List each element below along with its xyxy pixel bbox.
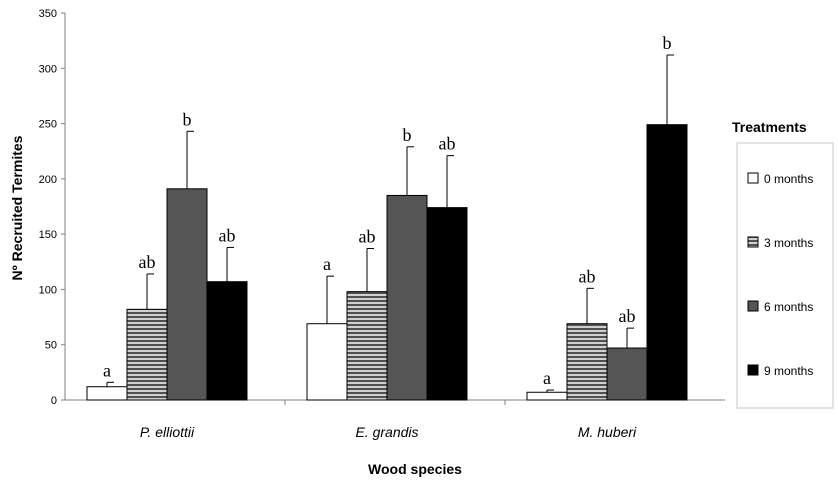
legend-swatch	[747, 364, 759, 376]
bar	[646, 124, 688, 401]
y-tick-label: 250	[39, 119, 57, 131]
x-axis-title: Wood species	[368, 461, 462, 477]
y-axis-title: Nº Recruited Termites	[9, 135, 25, 280]
legend-swatch	[747, 172, 759, 184]
bar	[426, 207, 468, 401]
significance-label: ab	[619, 306, 636, 326]
bar	[306, 323, 348, 401]
legend-swatch	[747, 300, 759, 312]
legend-label: 3 months	[764, 236, 813, 250]
bar	[86, 386, 128, 401]
significance-label: ab	[359, 227, 376, 247]
y-tick-label: 150	[39, 229, 57, 241]
significance-label: b	[403, 125, 412, 145]
y-tick-label: 100	[39, 284, 57, 296]
y-tick-label: 350	[39, 8, 57, 20]
significance-label: ab	[439, 134, 456, 154]
bar	[606, 347, 648, 401]
bars: a ab b ab a ab b ab a ab ab b	[86, 33, 688, 401]
bar	[526, 391, 568, 401]
bar	[126, 308, 168, 401]
legend-swatch	[747, 236, 759, 248]
significance-label: a	[323, 254, 331, 274]
significance-label: ab	[139, 252, 156, 272]
x-tick-label: M. huberi	[578, 424, 637, 440]
y-tick-label: 300	[39, 63, 57, 75]
significance-label: a	[103, 360, 111, 380]
legend: 0 months 3 months 6 months 9 months	[747, 172, 813, 378]
legend-label: 9 months	[764, 364, 813, 378]
axes: 0 50 100 150 200 250 300 350 P. elliottii E. gran…	[39, 8, 725, 440]
legend-title: Treatments	[732, 119, 807, 135]
y-tick-label: 200	[39, 174, 57, 186]
significance-label: ab	[579, 266, 596, 286]
y-tick-label: 50	[45, 340, 57, 352]
bar	[386, 194, 428, 401]
bar	[566, 323, 608, 401]
significance-label: a	[543, 368, 551, 388]
x-tick-label: P. elliottii	[140, 424, 195, 440]
bar	[166, 188, 208, 401]
legend-label: 0 months	[764, 172, 813, 186]
x-tick-label: E. grandis	[355, 424, 418, 440]
significance-label: b	[183, 109, 192, 129]
legend-box	[736, 142, 834, 409]
bar	[346, 291, 388, 401]
y-tick-label: 0	[51, 395, 57, 407]
significance-label: b	[663, 33, 672, 53]
bar	[206, 281, 248, 401]
significance-label: ab	[219, 225, 236, 245]
legend-label: 6 months	[764, 300, 813, 314]
